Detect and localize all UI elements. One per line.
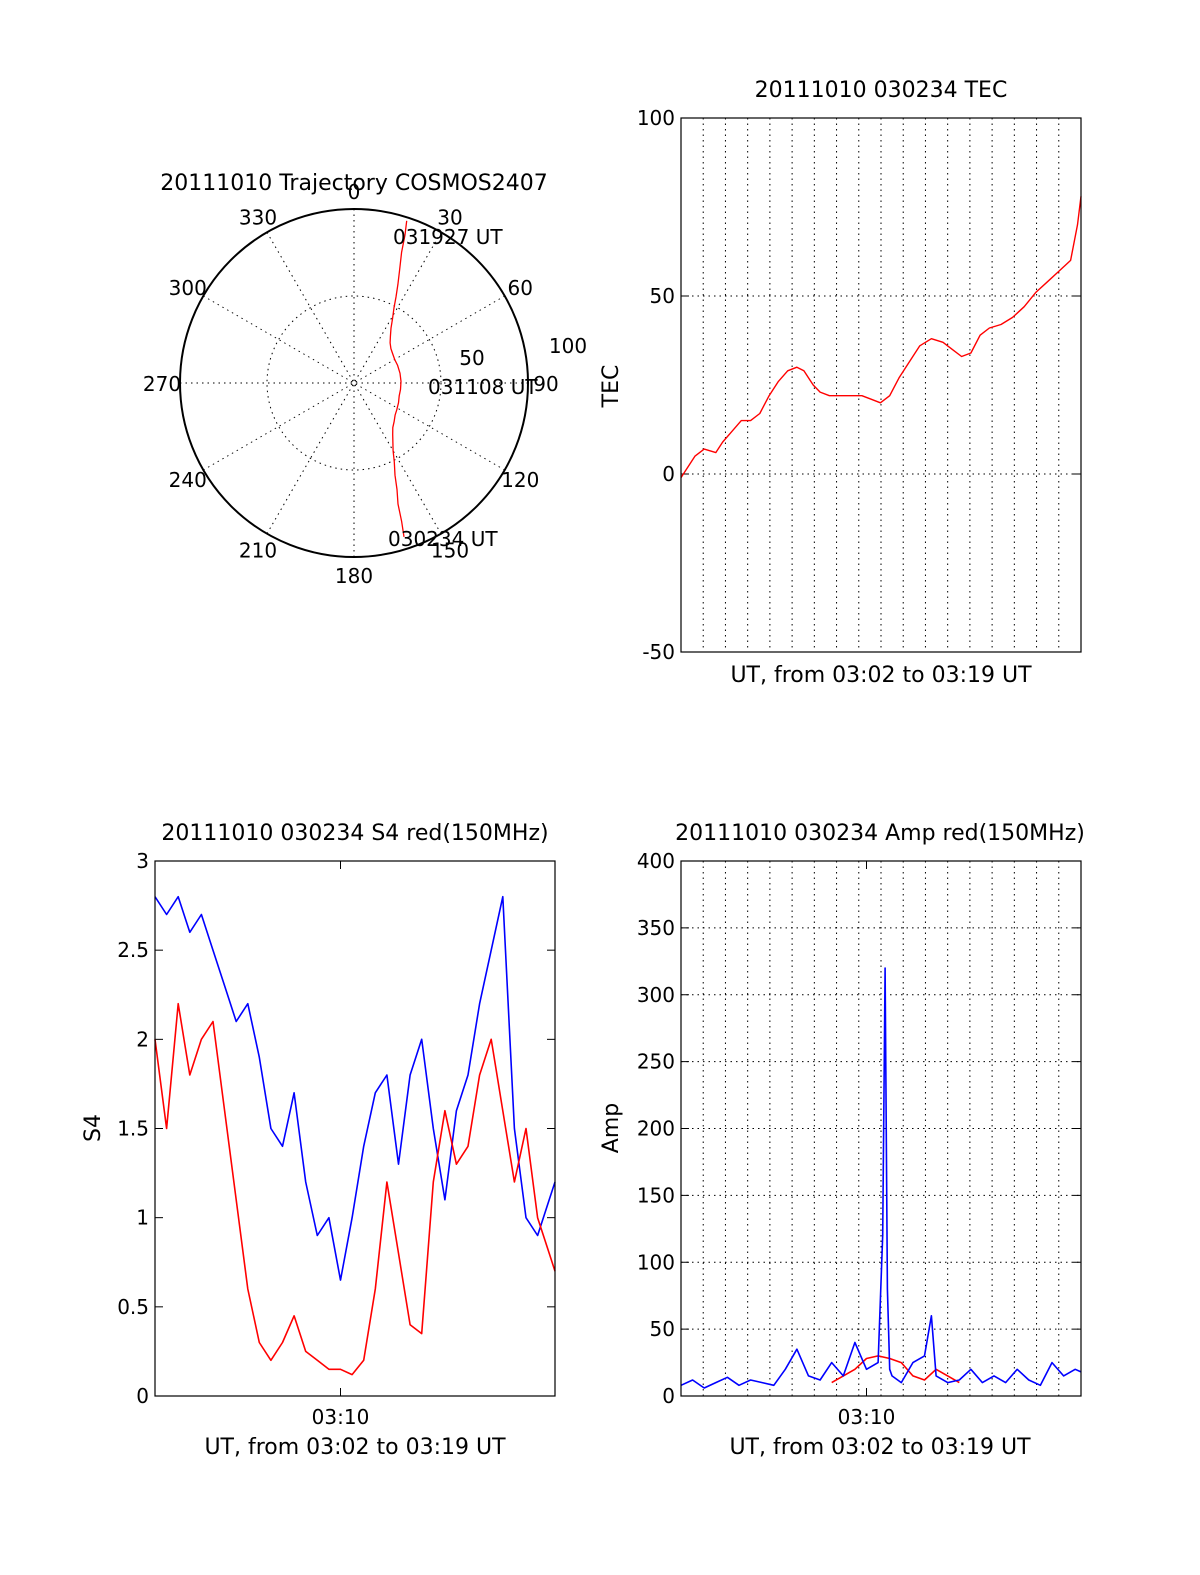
polar-angle-label: 120 <box>501 468 539 492</box>
s4-plot-area: 0 0.5 1 1.5 2 2.5 3 03:10 <box>117 849 556 1429</box>
polar-angle-label: 90 <box>533 372 558 396</box>
amp-plot-area: 0 50 100 150 200 250 300 350 400 03:10 <box>637 849 1082 1429</box>
annotation-end-time: 031927 UT <box>393 225 503 249</box>
amp-xlabel: UT, from 03:02 to 03:19 UT <box>729 1435 1031 1460</box>
amp-title: 20111010 030234 Amp red(150MHz) <box>675 821 1085 846</box>
series-line-1 <box>154 1002 556 1376</box>
polar-angle-label: 300 <box>169 276 207 300</box>
series-line-0 <box>680 196 1082 478</box>
y-tick-label: 1.5 <box>117 1117 149 1141</box>
y-tick-label: 350 <box>637 916 675 940</box>
tec-xlabel: UT, from 03:02 to 03:19 UT <box>730 663 1032 688</box>
polar-spoke-line <box>266 232 442 534</box>
tec-ylabel: TEC <box>599 365 624 409</box>
series-line-0 <box>831 1355 960 1384</box>
tec-title: 20111010 030234 TEC <box>755 78 1008 103</box>
x-tick-label: 03:10 <box>312 1405 370 1429</box>
series-line-1 <box>680 967 1082 1389</box>
y-tick-label: 50 <box>650 1317 675 1341</box>
y-tick-label: 100 <box>637 106 675 130</box>
y-tick-label: -50 <box>642 640 675 664</box>
polar-angle-label: 210 <box>239 538 277 562</box>
annotation-start-time: 030234 UT <box>388 527 498 551</box>
plot-frame <box>154 860 556 1397</box>
polar-angle-labels: 0 30 60 90 120 150 180 210 240 270 300 330 50 100 <box>143 180 587 588</box>
polar-angle-label: 30 <box>437 206 462 230</box>
polar-angle-label: 60 <box>508 276 533 300</box>
y-tick-label: 50 <box>650 284 675 308</box>
polar-angle-label: 0 <box>348 180 361 204</box>
y-tick-label: 0.5 <box>117 1295 149 1319</box>
polar-grid <box>179 208 529 558</box>
y-tick-label: 400 <box>637 849 675 873</box>
trajectory-line <box>389 220 408 537</box>
y-tick-label: 150 <box>637 1183 675 1207</box>
y-tick-label: 200 <box>637 1117 675 1141</box>
y-tick-label: 0 <box>136 1384 149 1408</box>
polar-spoke-line <box>266 232 442 534</box>
y-tick-label: 1 <box>136 1206 149 1230</box>
polar-title: 20111010 Trajectory COSMOS2407 <box>160 171 547 196</box>
polar-angle-label: 270 <box>143 372 181 396</box>
y-tick-label: 0 <box>662 1384 675 1408</box>
polar-inner-circle <box>266 295 442 471</box>
polar-angle-label: 330 <box>239 206 277 230</box>
y-tick-label: 300 <box>637 983 675 1007</box>
tec-panel: 20111010 030234 TEC -50 0 50 100 UT, from 0… <box>599 78 1082 688</box>
annotation-mid-time: 031108 UT <box>428 375 538 399</box>
y-tick-label: 250 <box>637 1050 675 1074</box>
s4-xlabel: UT, from 03:02 to 03:19 UT <box>204 1435 506 1460</box>
y-tick-label: 2 <box>136 1027 149 1051</box>
amp-ylabel: Amp <box>599 1103 624 1153</box>
polar-series <box>389 220 408 537</box>
plot-frame <box>680 117 1082 653</box>
x-tick-label: 03:10 <box>838 1405 896 1429</box>
y-tick-label: 0 <box>662 462 675 486</box>
polar-radius-label: 100 <box>549 334 587 358</box>
polar-trajectory-panel: 20111010 Trajectory COSMOS2407 0 30 60 90 12… <box>143 171 587 588</box>
polar-angle-label: 240 <box>169 468 207 492</box>
polar-angle-label: 180 <box>335 564 373 588</box>
s4-ylabel: S4 <box>81 1114 106 1142</box>
y-tick-label: 2.5 <box>117 938 149 962</box>
s4-title: 20111010 030234 S4 red(150MHz) <box>161 821 548 846</box>
series-line-0 <box>154 895 556 1281</box>
amp-panel: 20111010 030234 Amp red(150MHz) 0 50 100 15… <box>599 821 1085 1460</box>
polar-angle-label: 150 <box>431 538 469 562</box>
plot-frame <box>680 860 1082 1397</box>
y-tick-label: 100 <box>637 1250 675 1274</box>
polar-radius-label: 50 <box>459 346 484 370</box>
tec-plot-area: -50 0 50 100 <box>637 106 1082 664</box>
y-tick-label: 3 <box>136 849 149 873</box>
s4-panel: 20111010 030234 S4 red(150MHz) 0 0.5 1 1.5 2… <box>81 821 556 1460</box>
